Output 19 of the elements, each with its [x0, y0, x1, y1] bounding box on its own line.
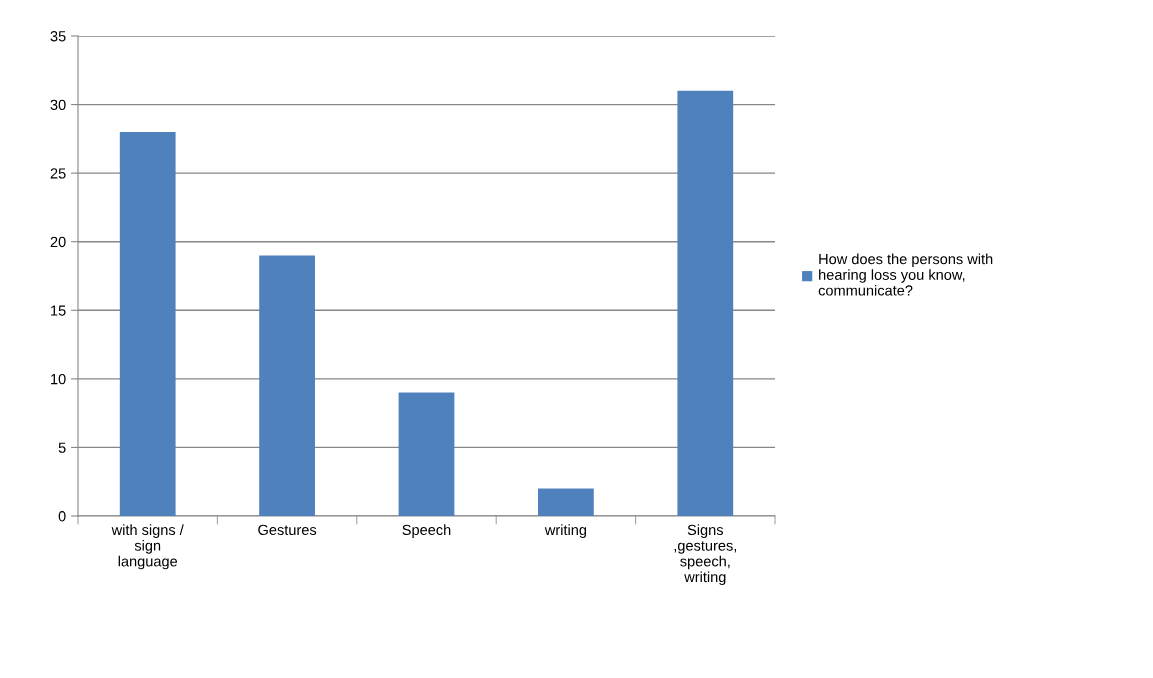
x-tick-label: writing: [544, 524, 587, 538]
y-tick-label: 15: [51, 305, 66, 316]
bar: [259, 255, 315, 516]
x-tick-label: Speech: [402, 524, 451, 538]
y-tick-label: 10: [51, 373, 66, 385]
bar: [677, 90, 734, 516]
bar: [538, 488, 594, 516]
y-tick-label: 20: [50, 236, 66, 248]
y-tick-label: 0: [58, 511, 66, 522]
bar: [119, 132, 176, 516]
bar: [398, 392, 455, 516]
y-tick-label: 30: [50, 99, 66, 110]
y-tick-label: 5: [58, 442, 66, 453]
legend-label: How does the persons with hearing loss you know, communicate?: [818, 253, 993, 296]
y-tick-label: 25: [50, 168, 66, 179]
x-tick-label: Gestures: [258, 524, 317, 536]
x-tick-label: Signs ,gestures, speech, writing: [674, 524, 737, 586]
x-tick-label: with signs / sign language: [111, 524, 184, 570]
y-tick-label: 35: [50, 31, 66, 42]
